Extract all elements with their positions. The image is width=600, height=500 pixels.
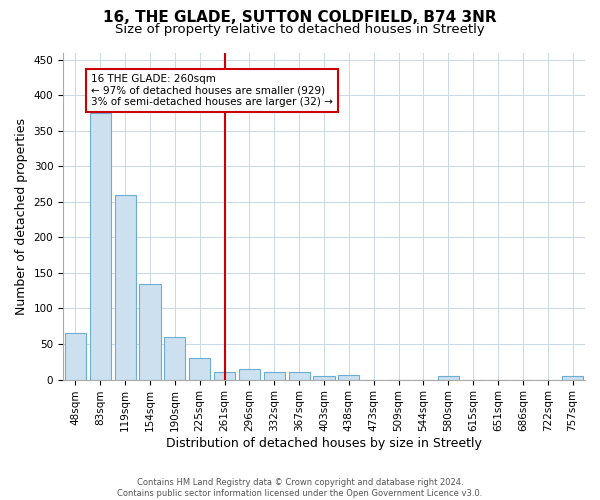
Bar (90, 113, 111, 380)
Bar (562, 376, 583, 380)
Bar (338, 374, 359, 380)
Text: 16, THE GLADE, SUTTON COLDFIELD, B74 3NR: 16, THE GLADE, SUTTON COLDFIELD, B74 3NR (103, 10, 497, 25)
Bar (214, 372, 235, 380)
Bar (438, 376, 459, 380)
X-axis label: Distribution of detached houses by size in Streetly: Distribution of detached houses by size … (166, 437, 482, 450)
Bar (289, 372, 310, 380)
Bar (239, 369, 260, 380)
Bar (264, 372, 285, 380)
Bar (115, 194, 136, 380)
Text: Size of property relative to detached houses in Streetly: Size of property relative to detached ho… (115, 22, 485, 36)
Bar (65, 334, 86, 380)
Text: 16 THE GLADE: 260sqm
← 97% of detached houses are smaller (929)
3% of semi-detac: 16 THE GLADE: 260sqm ← 97% of detached h… (91, 74, 333, 107)
Bar (313, 376, 335, 380)
Y-axis label: Number of detached properties: Number of detached properties (15, 118, 28, 314)
Bar (189, 358, 210, 380)
Bar (164, 337, 185, 380)
Bar (139, 284, 161, 380)
Text: Contains HM Land Registry data © Crown copyright and database right 2024.
Contai: Contains HM Land Registry data © Crown c… (118, 478, 482, 498)
